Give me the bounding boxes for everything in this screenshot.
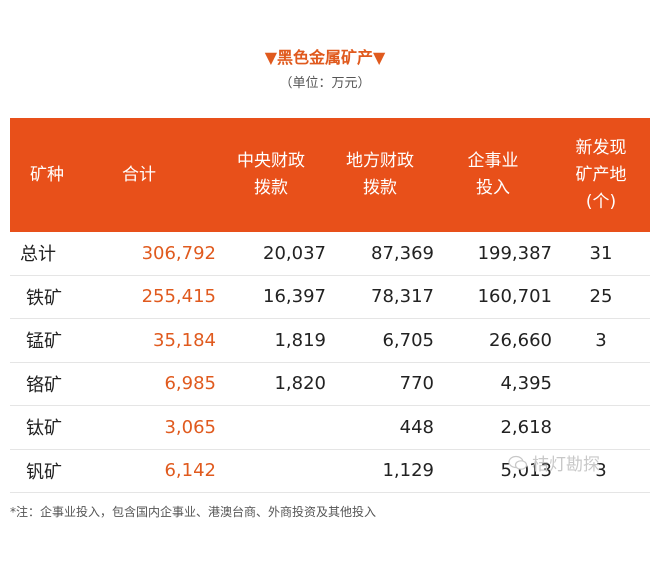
cell-enterprise: 160,701	[477, 286, 552, 308]
table-row: 铁矿 255,415 16,397 78,317 160,701 25	[10, 276, 650, 319]
cell-local: 1,129	[382, 460, 434, 482]
table-title: ▼黑色金属矿产▼	[264, 48, 386, 67]
cell-enterprise: 26,660	[489, 329, 552, 351]
watermark-text: 桔灯勘探	[532, 455, 600, 475]
cell-mineral: 铁矿	[26, 287, 62, 309]
cell-enterprise: 4,395	[500, 373, 552, 395]
cell-total: 6,985	[164, 373, 216, 395]
cell-new-sites: 3	[595, 460, 607, 482]
cell-mineral: 钛矿	[26, 418, 62, 440]
unit-subtitle: （单位：万元）	[279, 76, 371, 91]
cell-enterprise: 5,013	[500, 460, 552, 482]
cell-mineral: 钒矿	[26, 461, 62, 483]
header-local-funding: 地方财政 拨款	[326, 118, 434, 232]
cell-mineral: 铬矿	[26, 374, 62, 396]
cell-central: 20,037	[263, 242, 326, 264]
cell-new-sites: 25	[589, 286, 613, 308]
cell-total: 306,792	[141, 242, 216, 264]
cell-local: 78,317	[371, 286, 434, 308]
cell-new-sites: 31	[589, 242, 613, 264]
header-label: 矿种	[30, 164, 64, 185]
cell-total: 6,142	[164, 460, 216, 482]
cell-local: 87,369	[371, 242, 434, 264]
cell-central: 16,397	[263, 286, 326, 308]
header-enterprise-investment: 企事业 投入	[434, 118, 552, 232]
table-row: 钛矿 3,065 448 2,618	[10, 406, 650, 450]
cell-central: 1,820	[274, 373, 326, 395]
cell-local: 770	[399, 373, 434, 395]
cell-mineral: 总计	[20, 244, 56, 266]
header-label: 地方财政 拨款	[346, 151, 414, 198]
cell-central: 1,819	[274, 329, 326, 351]
cell-total: 255,415	[141, 286, 216, 308]
header-label: 企事业 投入	[467, 151, 519, 198]
cell-total: 35,184	[153, 329, 216, 351]
cell-new-sites: 3	[595, 329, 607, 351]
cell-enterprise: 199,387	[477, 242, 552, 264]
cell-enterprise: 2,618	[500, 416, 552, 438]
cell-total: 3,065	[164, 416, 216, 438]
cell-local: 6,705	[382, 329, 434, 351]
table-header: 矿种 合计 中央财政 拨款 地方财政 拨款 企事业 投入	[10, 118, 650, 232]
watermark: 桔灯勘探	[508, 450, 600, 475]
header-central-funding: 中央财政 拨款	[216, 118, 326, 232]
table-row: 锰矿 35,184 1,819 6,705 26,660 3	[10, 319, 650, 363]
table-row: 钒矿 6,142 1,129 5,013 3	[10, 450, 650, 493]
data-table: 矿种 合计 中央财政 拨款 地方财政 拨款 企事业 投入	[10, 118, 650, 493]
table-row: 铬矿 6,985 1,820 770 4,395	[10, 363, 650, 406]
header-label: 合计	[122, 164, 156, 185]
cell-mineral: 锰矿	[26, 331, 62, 353]
table-row: 总计 306,792 20,037 87,369 199,387 31	[10, 232, 650, 276]
footnote: *注：企事业投入，包含国内企事业、港澳台商、外商投资及其他投入	[10, 505, 377, 519]
wechat-icon	[508, 455, 528, 470]
header-label: 新发现 矿产地 (个)	[575, 137, 627, 212]
header-new-sites: 新发现 矿产地 (个)	[552, 118, 650, 232]
header-label: 中央财政 拨款	[237, 151, 305, 198]
cell-local: 448	[399, 416, 434, 438]
header-mineral-type: 矿种	[10, 118, 98, 232]
header-total: 合计	[98, 118, 216, 232]
